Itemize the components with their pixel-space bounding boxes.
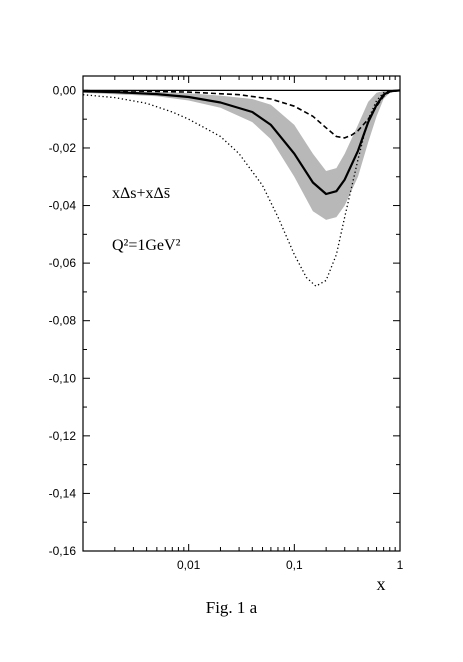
series-line-solid	[82, 89, 401, 196]
y-tick-label: -0,08	[49, 314, 77, 328]
y-tick-label: -0,04	[49, 199, 77, 213]
error-band	[83, 90, 400, 220]
y-tick-label: -0,16	[49, 544, 77, 558]
figure-caption: Fig. 1 a	[205, 598, 258, 617]
annotation-quantity: xΔs+xΔs̄	[112, 185, 170, 202]
tick-layer	[82, 76, 401, 552]
error-band-layer	[83, 90, 400, 220]
x-axis-label: x	[377, 574, 386, 594]
y-tick-label: -0,12	[49, 429, 77, 443]
x-tick-label: 1	[397, 558, 404, 572]
x-tick-label: 0,01	[177, 558, 201, 572]
y-tick-label: -0,06	[49, 256, 77, 270]
y-tick-label: -0,14	[49, 486, 77, 500]
y-tick-label: -0,10	[49, 371, 77, 385]
series-layer	[82, 89, 401, 287]
tick-label-layer: 0,00 -0,02 -0,04 -0,06 -0,08 -0,10 -0,12 -0,14 -…	[49, 83, 404, 572]
x-tick-label: 0,1	[286, 558, 303, 572]
y-tick-label: -0,02	[49, 141, 77, 155]
annotation-scale: Q²=1GeV²	[112, 237, 181, 254]
y-tick-label: 0,00	[53, 83, 77, 97]
series-line-dotted	[82, 89, 401, 287]
plot-frame	[82, 75, 401, 552]
series-line-dashed	[82, 89, 401, 139]
